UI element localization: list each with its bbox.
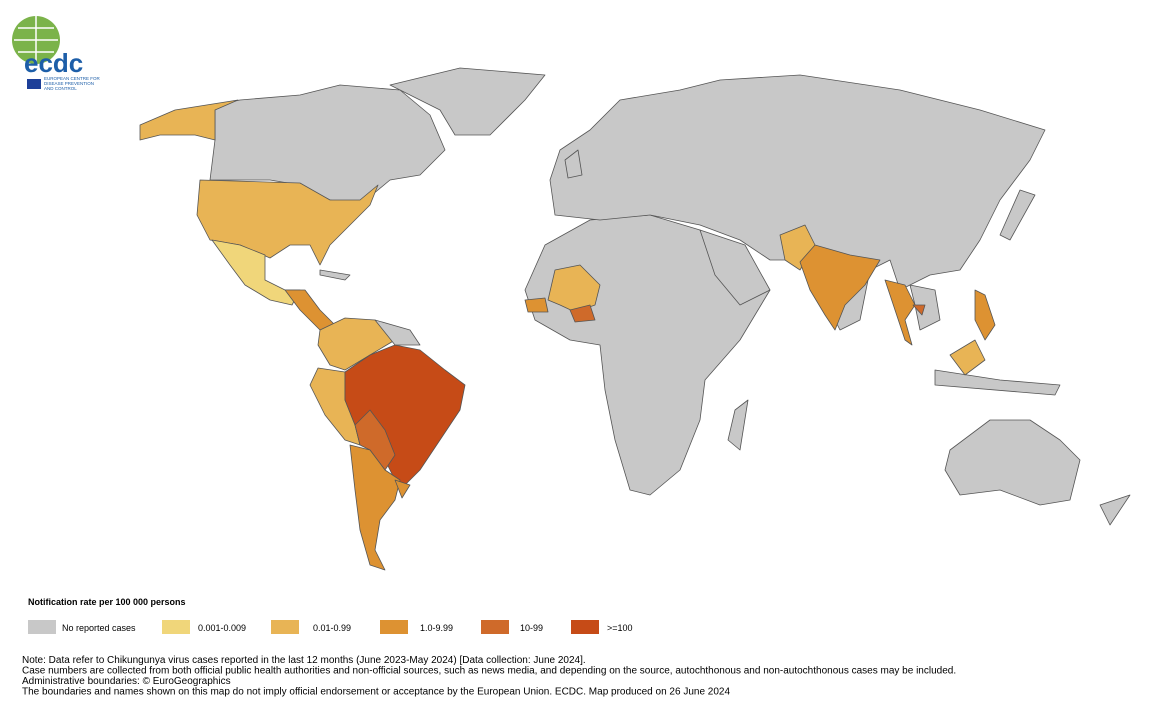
note: Case numbers are collected from both off… [22, 666, 956, 677]
country [374, 319, 421, 346]
country [909, 284, 941, 331]
legend-swatch [380, 620, 408, 634]
country [949, 339, 986, 376]
country [974, 289, 996, 341]
country [549, 74, 1046, 331]
legend: No reported cases 0.001-0.009 0.01-0.99 1.0… [28, 620, 633, 634]
country [209, 84, 446, 206]
note: Note: Data refer to Chikungunya virus ca… [22, 655, 586, 666]
country [349, 444, 401, 571]
country [884, 279, 916, 346]
note: The boundaries and names shown on this m… [22, 687, 730, 698]
country [394, 479, 411, 499]
country [1099, 494, 1131, 526]
country [284, 289, 336, 331]
country [569, 304, 596, 323]
country [564, 149, 583, 179]
logo-text: ecdc [24, 48, 83, 78]
eu-flag [27, 79, 41, 89]
country [912, 304, 926, 316]
logo-subtitle: DISEASE PREVENTION [44, 81, 94, 86]
logo-subtitle: EUROPEAN CENTRE FOR [44, 76, 101, 81]
country [799, 244, 881, 331]
note: Administrative boundaries: © EuroGeograp… [22, 676, 231, 687]
legend-swatch [571, 620, 599, 634]
logo-grid [14, 16, 58, 64]
world-map [139, 67, 1131, 571]
country [727, 399, 749, 451]
notes: Note: Data refer to Chikungunya virus ca… [22, 655, 956, 698]
country [699, 229, 771, 306]
logo-subtitle: AND CONTROL [44, 86, 77, 91]
legend-label: 1.0-9.99 [420, 623, 453, 633]
legend-swatch [162, 620, 190, 634]
legend-label: 10-99 [520, 623, 543, 633]
legend-title: Notification rate per 100 000 persons [28, 597, 186, 607]
country [999, 189, 1036, 241]
legend-swatch [28, 620, 56, 634]
legend-swatch [271, 620, 299, 634]
country [389, 67, 546, 136]
logo: ecdc EUROPEAN CENTRE FOR DISEASE PREVENT… [12, 16, 101, 91]
legend-label: >=100 [607, 623, 633, 633]
legend-swatch [481, 620, 509, 634]
legend-label: No reported cases [62, 623, 136, 633]
country [524, 297, 549, 313]
legend-label: 0.001-0.009 [198, 623, 246, 633]
country [354, 409, 396, 471]
country [944, 419, 1081, 506]
legend-label: 0.01-0.99 [313, 623, 351, 633]
country [934, 369, 1061, 396]
country [139, 99, 239, 141]
country [319, 269, 351, 281]
